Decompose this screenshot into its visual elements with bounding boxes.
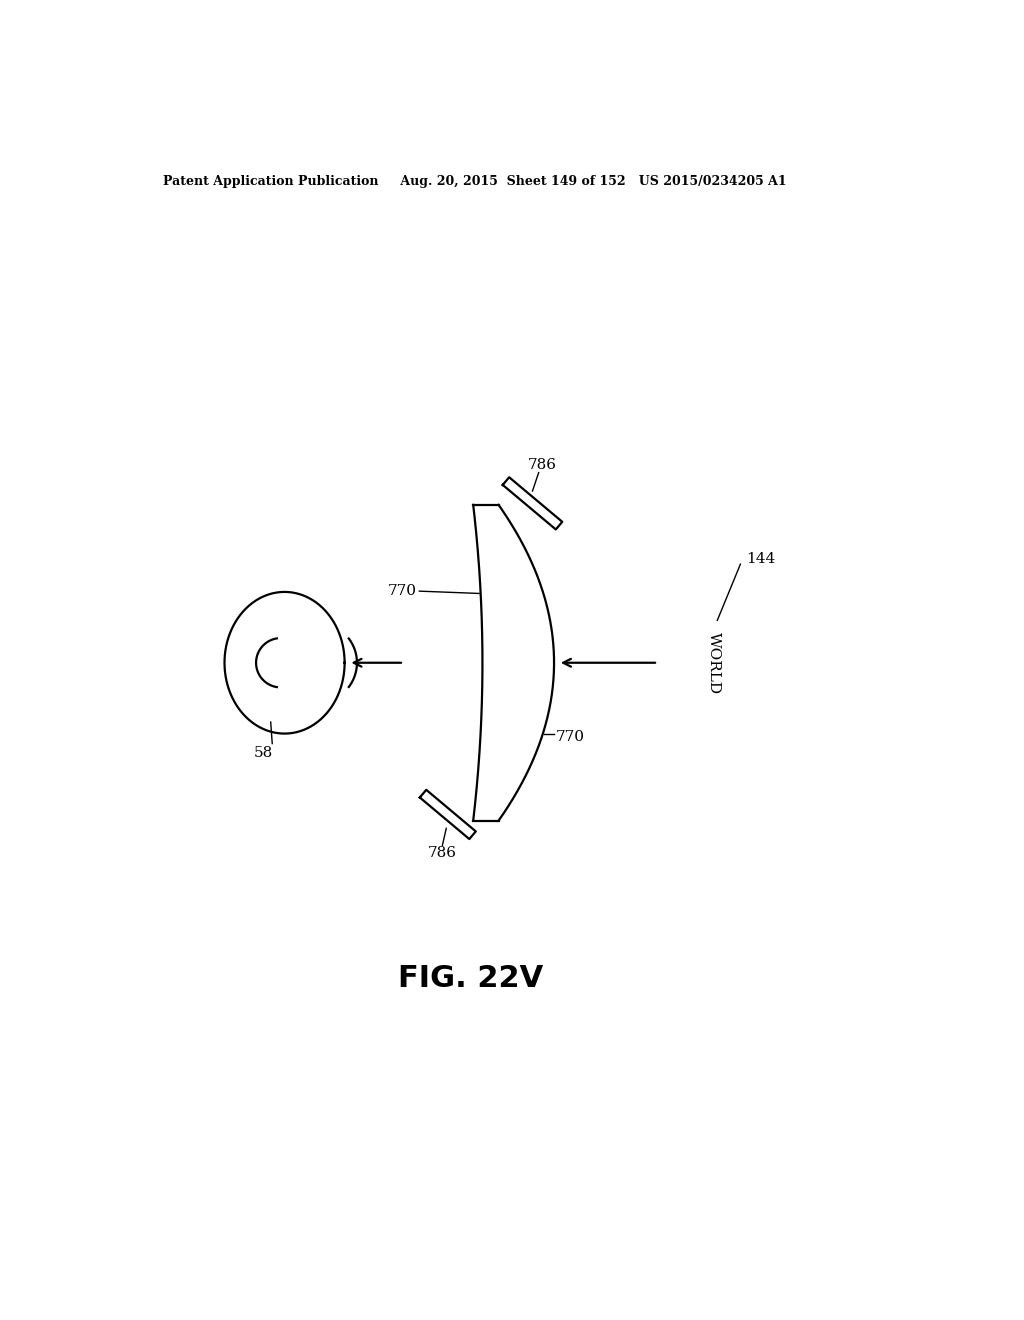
Text: Patent Application Publication     Aug. 20, 2015  Sheet 149 of 152   US 2015/023: Patent Application Publication Aug. 20, … — [163, 176, 786, 189]
Text: 144: 144 — [746, 552, 776, 566]
Text: FIG. 22V: FIG. 22V — [398, 964, 544, 993]
Text: 770: 770 — [388, 585, 417, 598]
Text: 770: 770 — [556, 730, 585, 744]
Text: 58: 58 — [253, 746, 272, 760]
Text: 786: 786 — [428, 846, 457, 859]
Text: 786: 786 — [528, 458, 557, 471]
Text: WORLD: WORLD — [708, 632, 721, 694]
